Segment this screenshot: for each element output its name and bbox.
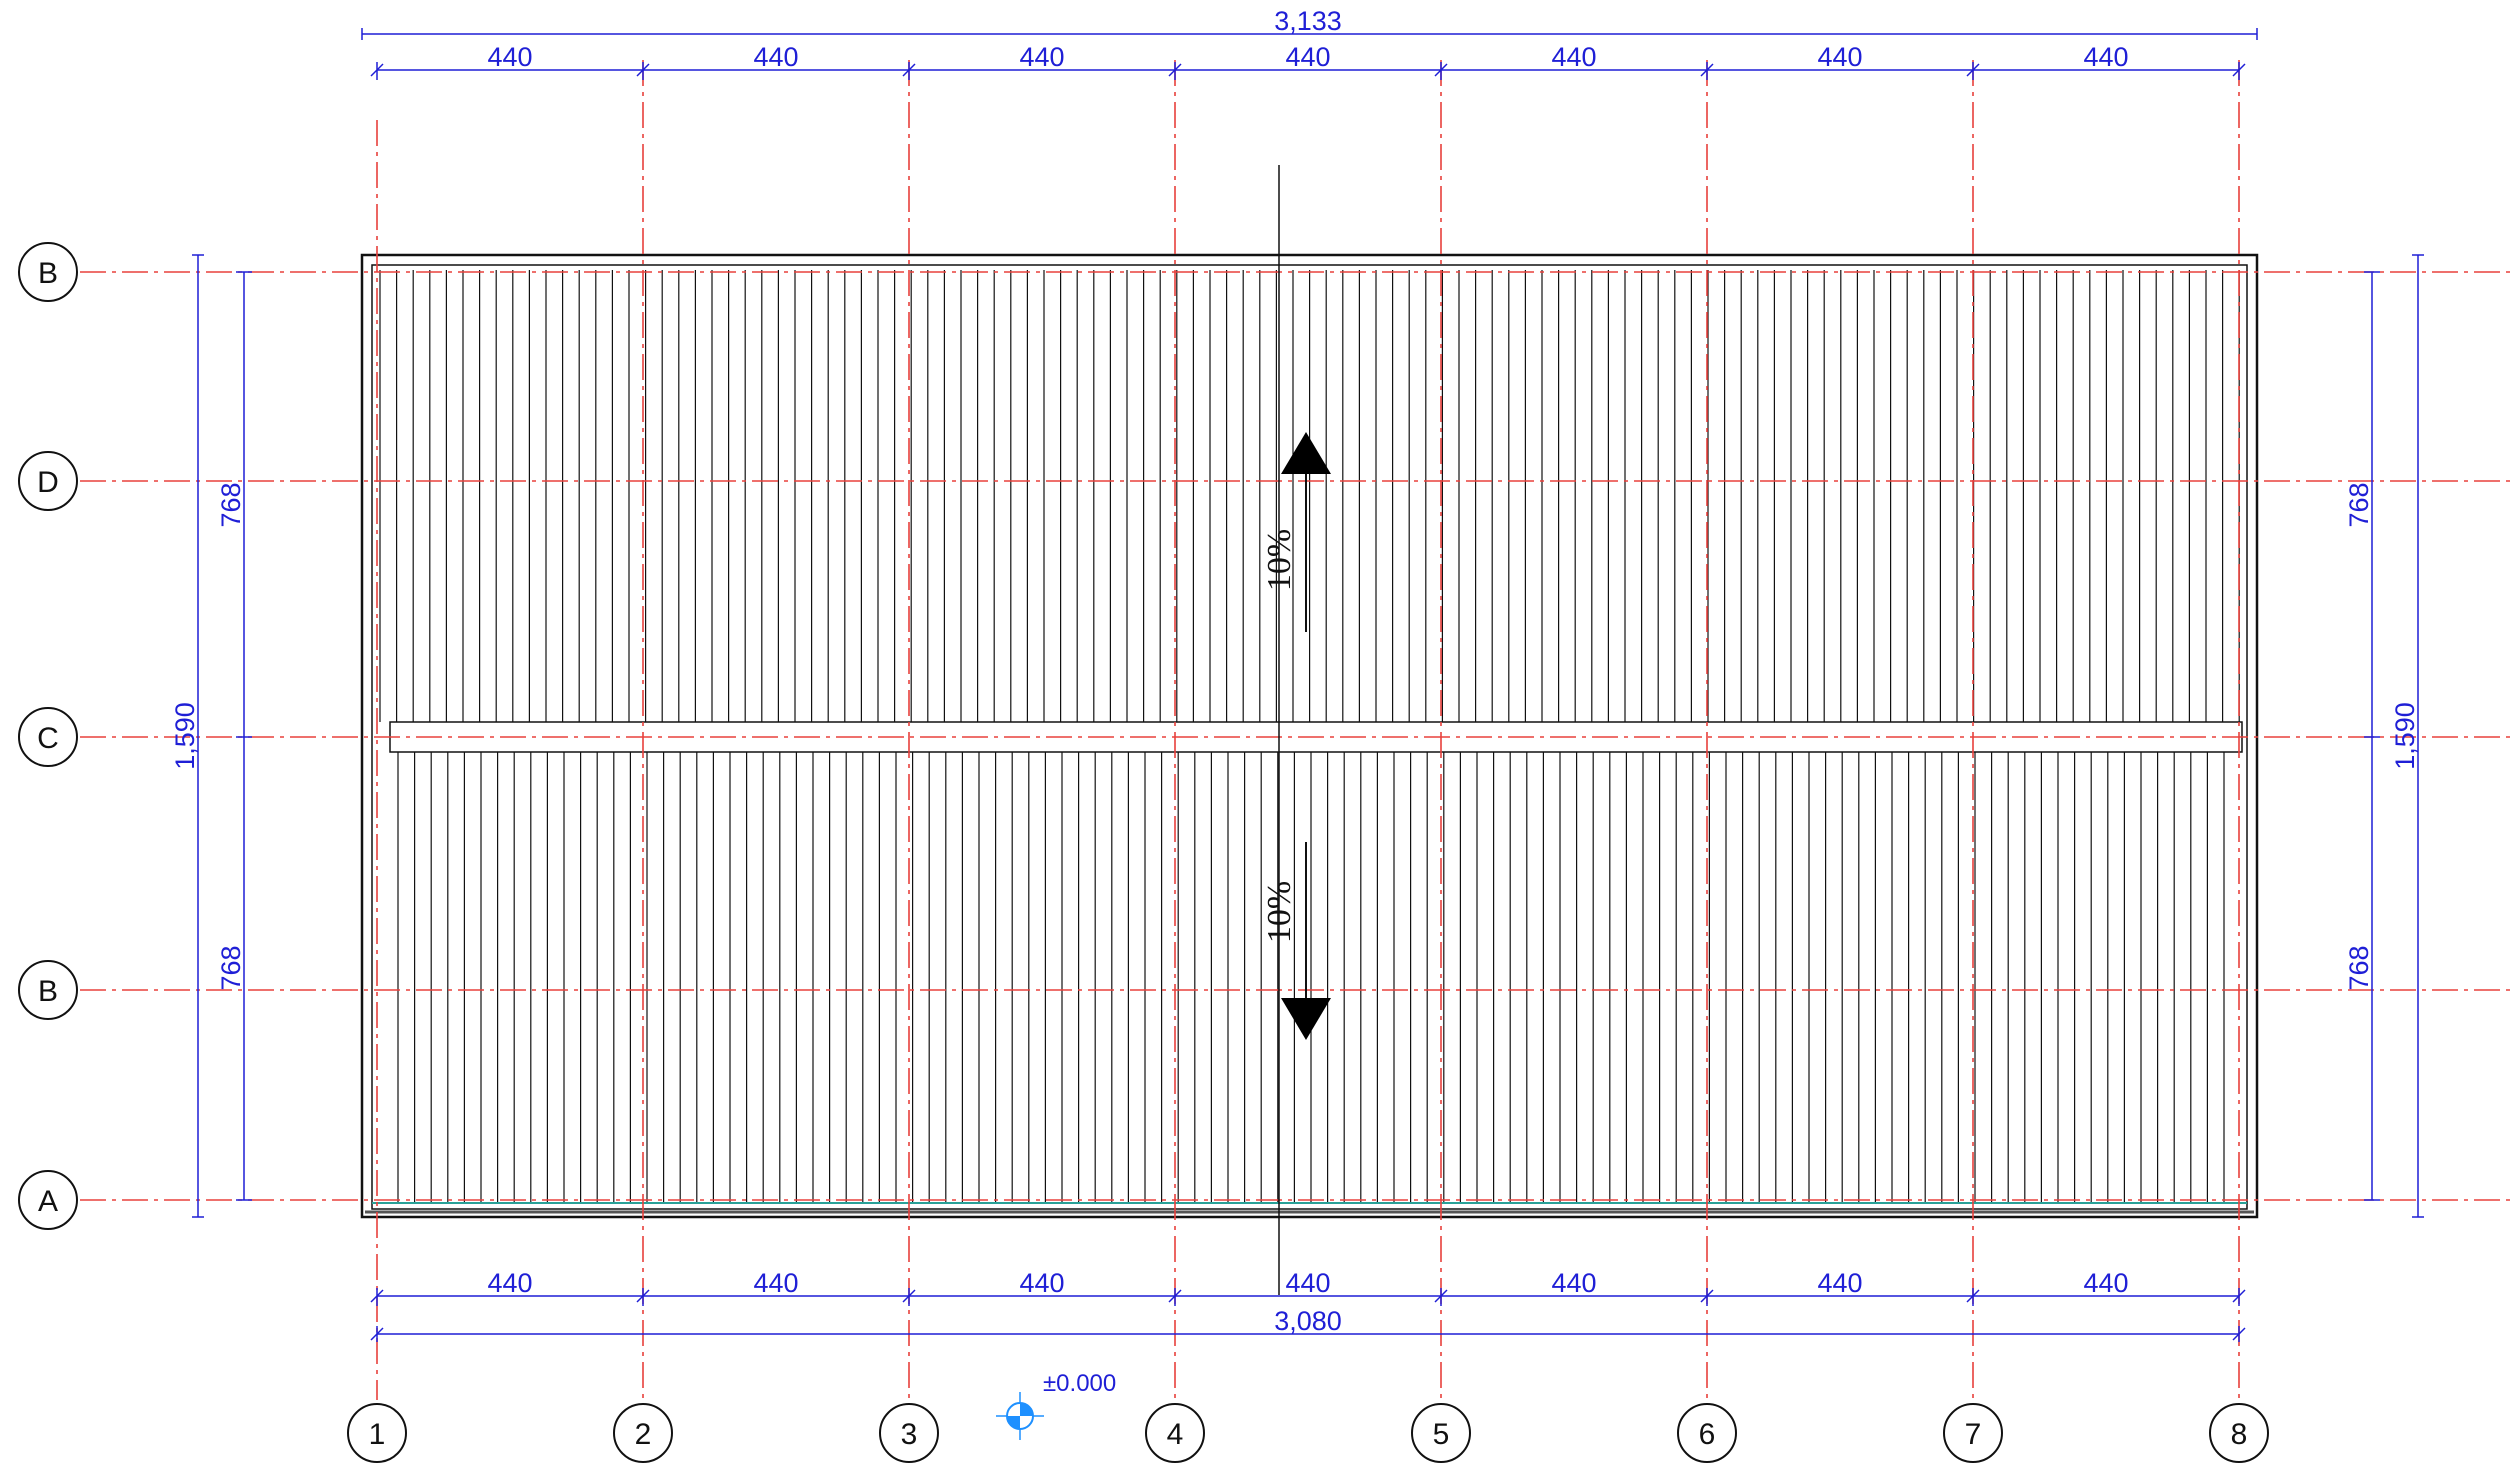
dim-right-segment: 768 (2344, 945, 2374, 990)
dim-bottom-bay: 440 (2083, 1268, 2128, 1298)
svg-text:A: A (38, 1185, 58, 1218)
grid-bubble-row: B (18, 960, 78, 1020)
svg-text:8: 8 (2231, 1418, 2248, 1451)
roof-outline (360, 253, 2259, 1219)
dim-right-total: 1,590 (2390, 702, 2420, 770)
grid-bubble-column: 7 (1943, 1403, 2003, 1463)
grid-bubble-row: D (18, 451, 78, 511)
dim-bottom-total: 3,080 (1274, 1306, 1342, 1336)
svg-text:7: 7 (1965, 1418, 1982, 1451)
dim-left-segment: 768 (216, 482, 246, 527)
slope-arrow-upper: 10% (1261, 432, 1331, 632)
svg-text:C: C (37, 722, 59, 755)
dim-top-total: 3,133 (1274, 6, 1342, 36)
dim-bottom-bay: 440 (1817, 1268, 1862, 1298)
slope-label-upper: 10% (1261, 529, 1298, 591)
dim-right-segment: 768 (2344, 482, 2374, 527)
dim-bottom-bay: 440 (753, 1268, 798, 1298)
grid-bubble-column: 5 (1411, 1403, 1471, 1463)
svg-text:1: 1 (369, 1418, 386, 1451)
dim-top-bay: 440 (1019, 42, 1064, 72)
roof-ribs-lower (397, 752, 2225, 1202)
dim-bottom-bay: 440 (1285, 1268, 1330, 1298)
svg-text:5: 5 (1433, 1418, 1450, 1451)
svg-text:D: D (37, 466, 59, 499)
svg-text:B: B (38, 257, 58, 290)
svg-text:4: 4 (1167, 1418, 1184, 1451)
level-marker-label: ±0.000 (1043, 1370, 1116, 1397)
grid-bubble-column: 4 (1145, 1403, 1205, 1463)
dim-top-bay: 440 (1285, 42, 1330, 72)
grid-lines (80, 60, 2513, 1400)
dimension-right (2364, 254, 2424, 1218)
dim-left-total: 1,590 (170, 702, 200, 770)
grid-bubble-row: A (18, 1170, 78, 1230)
dimension-top (361, 28, 2258, 80)
roof-ribs-upper (379, 270, 2240, 722)
dim-left-segment: 768 (216, 945, 246, 990)
dim-top-bay: 440 (1551, 42, 1596, 72)
level-marker-icon (996, 1392, 1044, 1440)
dim-top-bay: 440 (1817, 42, 1862, 72)
slope-arrow-lower: 10% (1261, 842, 1331, 1040)
dimension-left (192, 254, 252, 1218)
grid-bubble-column: 6 (1677, 1403, 1737, 1463)
svg-text:6: 6 (1699, 1418, 1716, 1451)
svg-text:3: 3 (901, 1418, 918, 1451)
svg-text:2: 2 (635, 1418, 652, 1451)
dim-top-bay: 440 (753, 42, 798, 72)
grid-bubble-row: B (18, 242, 78, 302)
grid-bubble-column: 3 (879, 1403, 939, 1463)
grid-bubble-column: 2 (613, 1403, 673, 1463)
dim-bottom-bay: 440 (487, 1268, 532, 1298)
slope-label-lower: 10% (1261, 881, 1298, 943)
dim-bottom-bay: 440 (1019, 1268, 1064, 1298)
dim-top-bay: 440 (487, 42, 532, 72)
dim-bottom-bay: 440 (1551, 1268, 1596, 1298)
dimension-bottom (370, 1288, 2246, 1342)
grid-bubble-row: C (18, 707, 78, 767)
grid-bubble-column: 8 (2209, 1403, 2269, 1463)
svg-text:B: B (38, 975, 58, 1008)
grid-bubble-column: 1 (347, 1403, 407, 1463)
dim-top-bay: 440 (2083, 42, 2128, 72)
